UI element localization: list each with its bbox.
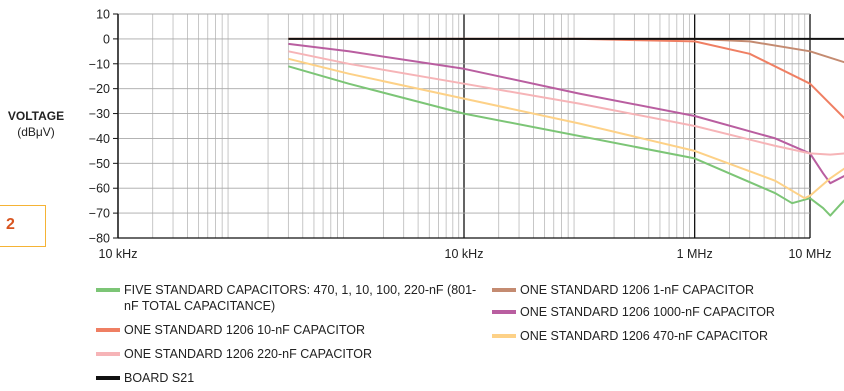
- legend-label: ONE STANDARD 1206 1000-nF CAPACITOR: [520, 305, 775, 319]
- chart-grid: [117, 13, 811, 239]
- x-tick-label: 1 MHz: [677, 247, 713, 261]
- legend-label: ONE STANDARD 1206 1-nF CAPACITOR: [520, 283, 755, 297]
- y-tick-label: −70: [89, 207, 110, 221]
- y-tick-label: −60: [89, 182, 110, 196]
- y-axis-title: VOLTAGE: [7, 109, 65, 123]
- series-line: [288, 42, 844, 185]
- series-line: [288, 37, 844, 64]
- legend-swatch: [96, 328, 120, 332]
- legend-label: FIVE STANDARD CAPACITORS: 470, 1, 10, 10…: [124, 283, 477, 313]
- y-axis-label: VOLTAGE (dBμV): [2, 108, 70, 140]
- y-tick-label: 10: [96, 8, 110, 22]
- legend-item: ONE STANDARD 1206 220-nF CAPACITOR: [96, 346, 372, 362]
- series-line: [288, 37, 844, 120]
- chart-series-layer: [288, 37, 844, 217]
- y-tick-label: −30: [89, 107, 110, 121]
- legend-label: ONE STANDARD 1206 10-nF CAPACITOR: [124, 323, 366, 337]
- legend-swatch: [96, 288, 120, 292]
- legend-item: BOARD S21: [96, 370, 194, 386]
- legend-swatch: [492, 334, 516, 338]
- y-tick-label: −20: [89, 82, 110, 96]
- y-tick-label: 0: [103, 32, 110, 46]
- y-axis-unit: (dBμV): [17, 125, 55, 139]
- legend-item: ONE STANDARD 1206 1000-nF CAPACITOR: [492, 304, 775, 320]
- legend-item: ONE STANDARD 1206 1-nF CAPACITOR: [492, 282, 754, 298]
- legend-item: FIVE STANDARD CAPACITORS: 470, 1, 10, 10…: [96, 282, 488, 314]
- y-tick-label: −80: [89, 232, 110, 246]
- chart-legend: FIVE STANDARD CAPACITORS: 470, 1, 10, 10…: [96, 282, 841, 390]
- y-tick-label: −10: [89, 57, 110, 71]
- legend-swatch: [492, 310, 516, 314]
- legend-label: ONE STANDARD 1206 470-nF CAPACITOR: [520, 329, 768, 343]
- legend-label: ONE STANDARD 1206 220-nF CAPACITOR: [124, 347, 372, 361]
- x-tick-label: 10 MHz: [788, 247, 831, 261]
- legend-swatch: [96, 376, 120, 380]
- series-line: [288, 57, 844, 200]
- y-tick-label: −50: [89, 157, 110, 171]
- legend-item: ONE STANDARD 1206 10-nF CAPACITOR: [96, 322, 365, 338]
- series-line: [288, 50, 844, 156]
- legend-swatch: [492, 288, 516, 292]
- y-tick-label: −40: [89, 132, 110, 146]
- legend-item: ONE STANDARD 1206 470-nF CAPACITOR: [492, 328, 768, 344]
- series-line: [288, 65, 844, 217]
- legend-label: BOARD S21: [124, 371, 195, 385]
- x-tick-label: 10 kHz: [445, 247, 484, 261]
- x-tick-label: 10 kHz: [99, 247, 138, 261]
- figure-number-badge: 2: [0, 205, 46, 247]
- figure-number: 2: [6, 216, 15, 233]
- chart-axes: [113, 13, 810, 239]
- legend-swatch: [96, 352, 120, 356]
